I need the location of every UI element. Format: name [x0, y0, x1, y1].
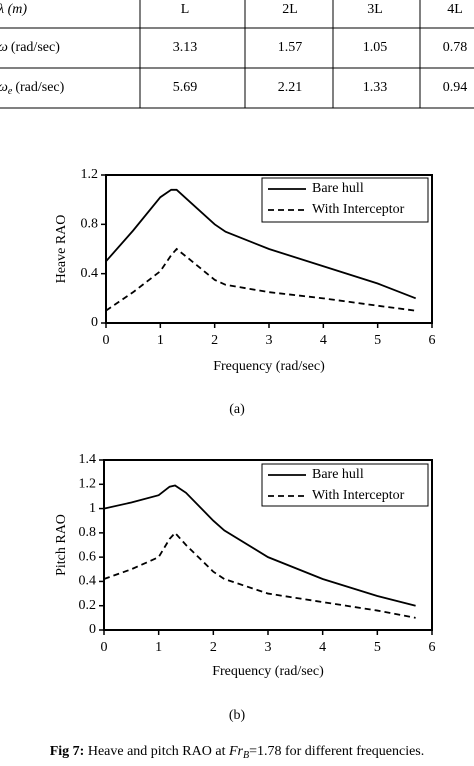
unit: (rad/sec): [11, 40, 60, 55]
series-line: [103, 531, 416, 619]
x-tick-label: 1: [155, 640, 162, 655]
plot-frame: [105, 174, 433, 324]
series-line: [105, 247, 416, 312]
table-cell: 3.13: [173, 40, 198, 55]
caption-subscript: B: [243, 750, 249, 761]
plot-frame: [103, 459, 433, 631]
x-tick-label: 6: [429, 640, 436, 655]
table-cell: 1.33: [363, 80, 388, 95]
legend-label: With Interceptor: [312, 202, 405, 217]
series-line: [103, 484, 416, 607]
y-tick-label: 1.2: [79, 477, 97, 492]
legend-label: With Interceptor: [312, 488, 405, 503]
table-cell: 1.05: [363, 40, 388, 55]
y-axis-label: Pitch RAO: [54, 514, 69, 576]
x-tick-label: 4: [320, 333, 327, 348]
row-label: ω(rad/sec): [0, 40, 60, 55]
row-label: ωe(rad/sec): [0, 80, 65, 97]
y-tick-label: 0.4: [81, 266, 99, 281]
table-header-cell: 4L: [447, 2, 463, 17]
y-tick-label: 0.8: [79, 525, 97, 540]
x-axis-label: Frequency (rad/sec): [213, 359, 325, 374]
y-tick-label: 1.2: [81, 167, 99, 182]
x-axis-label: Frequency (rad/sec): [212, 664, 324, 679]
x-tick-label: 2: [210, 640, 217, 655]
y-tick-label: 0.8: [81, 217, 99, 232]
caption-label: Fig 7:: [50, 744, 85, 759]
x-tick-label: 5: [374, 333, 381, 348]
x-tick-label: 2: [211, 333, 218, 348]
x-tick-label: 6: [429, 333, 436, 348]
y-tick-label: 0: [91, 315, 98, 330]
series-line: [105, 188, 417, 300]
table-header-cell: 3L: [367, 2, 383, 17]
y-tick-label: 0: [89, 622, 96, 637]
x-tick-label: 0: [101, 640, 108, 655]
subscript: e: [8, 86, 13, 97]
table-cell: 2.21: [278, 80, 303, 95]
legend-box: [261, 463, 429, 507]
table-cell: 0.94: [443, 80, 468, 95]
caption-rest: =1.78 for different frequencies.: [249, 744, 424, 759]
legend-box: [261, 177, 429, 223]
table-rules: [0, 0, 474, 109]
x-tick-label: 3: [265, 640, 272, 655]
y-tick-label: 1: [89, 501, 96, 516]
y-tick-label: 0.2: [79, 598, 97, 613]
legend-label: Bare hull: [312, 181, 364, 196]
y-tick-label: 0.4: [79, 574, 97, 589]
x-tick-label: 4: [319, 640, 326, 655]
y-axis-label: Heave RAO: [54, 215, 69, 284]
x-tick-label: 0: [103, 333, 110, 348]
table-header-cell: λ (m): [0, 2, 27, 17]
table-header-cell: 2L: [282, 2, 298, 17]
unit: (rad/sec): [15, 80, 64, 95]
symbol: ω: [0, 40, 8, 55]
panel-caption: (a): [229, 402, 245, 417]
x-tick-label: 5: [374, 640, 381, 655]
table-cell: 5.69: [173, 80, 198, 95]
x-tick-label: 1: [157, 333, 164, 348]
table-cell: 0.78: [443, 40, 468, 55]
figure-caption: Fig 7: Heave and pitch RAO at FrB=1.78 f…: [50, 744, 425, 761]
panel-caption: (b): [229, 708, 246, 723]
caption-text: Heave and pitch RAO at: [84, 744, 229, 759]
y-tick-label: 0.6: [79, 549, 97, 564]
table-cell: 1.57: [278, 40, 303, 55]
y-tick-label: 1.4: [79, 452, 97, 467]
caption-symbol: Fr: [228, 744, 244, 759]
legend-label: Bare hull: [312, 467, 364, 482]
x-tick-label: 3: [266, 333, 273, 348]
table-header-cell: L: [181, 2, 190, 17]
symbol: ω: [0, 80, 8, 95]
